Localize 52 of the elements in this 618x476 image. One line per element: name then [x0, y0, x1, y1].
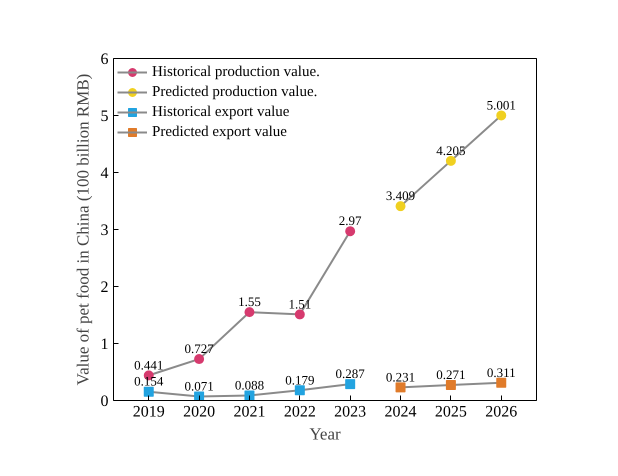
data-label: 0.071: [184, 378, 214, 394]
y-tick-label: 2: [100, 279, 108, 296]
point: [244, 390, 254, 400]
point: [144, 386, 154, 397]
legend-label: Historical export value: [152, 104, 290, 120]
x-tick-label: 2020: [183, 404, 216, 420]
x-tick-label: 2025: [434, 404, 467, 420]
point: [194, 354, 204, 364]
y-tick-label: 0: [100, 393, 108, 410]
data-label: 3.409: [386, 188, 416, 204]
data-label: 0.231: [386, 369, 416, 384]
point: [446, 156, 456, 166]
x-tick-label: 2024: [384, 404, 417, 420]
data-label: 0.311: [486, 364, 516, 380]
point: [345, 379, 356, 390]
point: [396, 201, 406, 212]
y-tick-label: 6: [100, 51, 108, 68]
x-tick-label: 2023: [334, 404, 366, 420]
point: [294, 309, 305, 320]
point: [446, 380, 456, 390]
x-axis-title: Year: [309, 424, 341, 444]
data-label: 1.55: [238, 294, 261, 310]
y-tick-label: 3: [100, 222, 108, 239]
point: [294, 385, 305, 396]
y-tick-label: 5: [100, 108, 108, 125]
x-tick-label: 2026: [485, 404, 518, 420]
data-label: 0.441: [134, 357, 164, 372]
x-tick-label: 2019: [132, 404, 165, 420]
x-tick-label: 2022: [284, 404, 316, 420]
y-tick-label: 4: [100, 165, 108, 182]
point: [244, 307, 254, 318]
data-label: 1.51: [288, 296, 312, 312]
data-label: 0.179: [285, 372, 314, 388]
y-axis-title: Value of pet food in China (100 billion RMB): [74, 74, 92, 386]
y-tick-label: 1: [100, 336, 108, 353]
data-label: 0.154: [134, 374, 164, 389]
data-label: 0.727: [184, 341, 214, 356]
data-label: 0.088: [234, 377, 264, 392]
legend-label: Predicted export value: [152, 124, 287, 140]
point: [496, 378, 506, 388]
data-label: 0.271: [436, 367, 466, 382]
point: [345, 226, 356, 236]
point: [194, 391, 204, 400]
data-label: 2.97: [338, 213, 362, 228]
data-label: 5.001: [486, 97, 516, 112]
data-label: 4.205: [436, 142, 466, 158]
legend-label: Historical production value.: [152, 64, 320, 80]
x-tick-label: 2021: [233, 404, 266, 420]
data-label: 0.287: [336, 366, 366, 382]
point: [396, 382, 406, 392]
legend-label: Predicted production value.: [152, 84, 318, 100]
point: [496, 110, 506, 120]
